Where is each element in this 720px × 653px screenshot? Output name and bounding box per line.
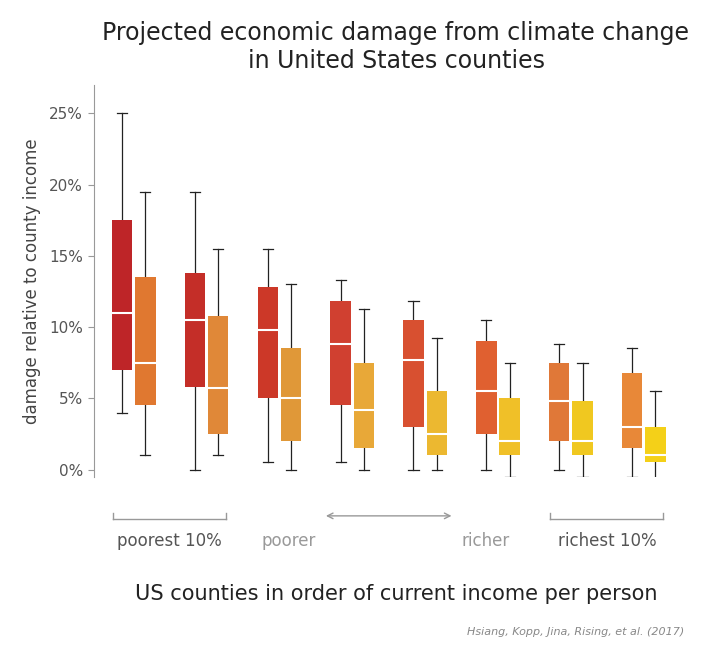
Bar: [572, 401, 593, 455]
Bar: [622, 373, 642, 448]
Bar: [427, 391, 447, 455]
Text: Hsiang, Kopp, Jina, Rising, et al. (2017): Hsiang, Kopp, Jina, Rising, et al. (2017…: [467, 627, 684, 637]
Text: richest 10%: richest 10%: [557, 532, 656, 550]
Bar: [354, 362, 374, 448]
Bar: [500, 398, 520, 455]
Bar: [258, 287, 278, 398]
Bar: [208, 315, 228, 434]
Y-axis label: damage relative to county income: damage relative to county income: [23, 138, 41, 424]
Bar: [645, 427, 665, 462]
Bar: [135, 278, 156, 406]
Bar: [549, 362, 570, 441]
Text: richer: richer: [462, 532, 510, 550]
Bar: [185, 273, 205, 387]
Bar: [330, 302, 351, 406]
Text: poorer: poorer: [261, 532, 316, 550]
Bar: [112, 220, 132, 370]
Text: US counties in order of current income per person: US counties in order of current income p…: [135, 584, 657, 604]
Bar: [403, 320, 423, 427]
Bar: [281, 349, 301, 441]
Bar: [476, 342, 497, 434]
Title: Projected economic damage from climate change
in United States counties: Projected economic damage from climate c…: [102, 22, 690, 73]
Text: poorest 10%: poorest 10%: [117, 532, 222, 550]
